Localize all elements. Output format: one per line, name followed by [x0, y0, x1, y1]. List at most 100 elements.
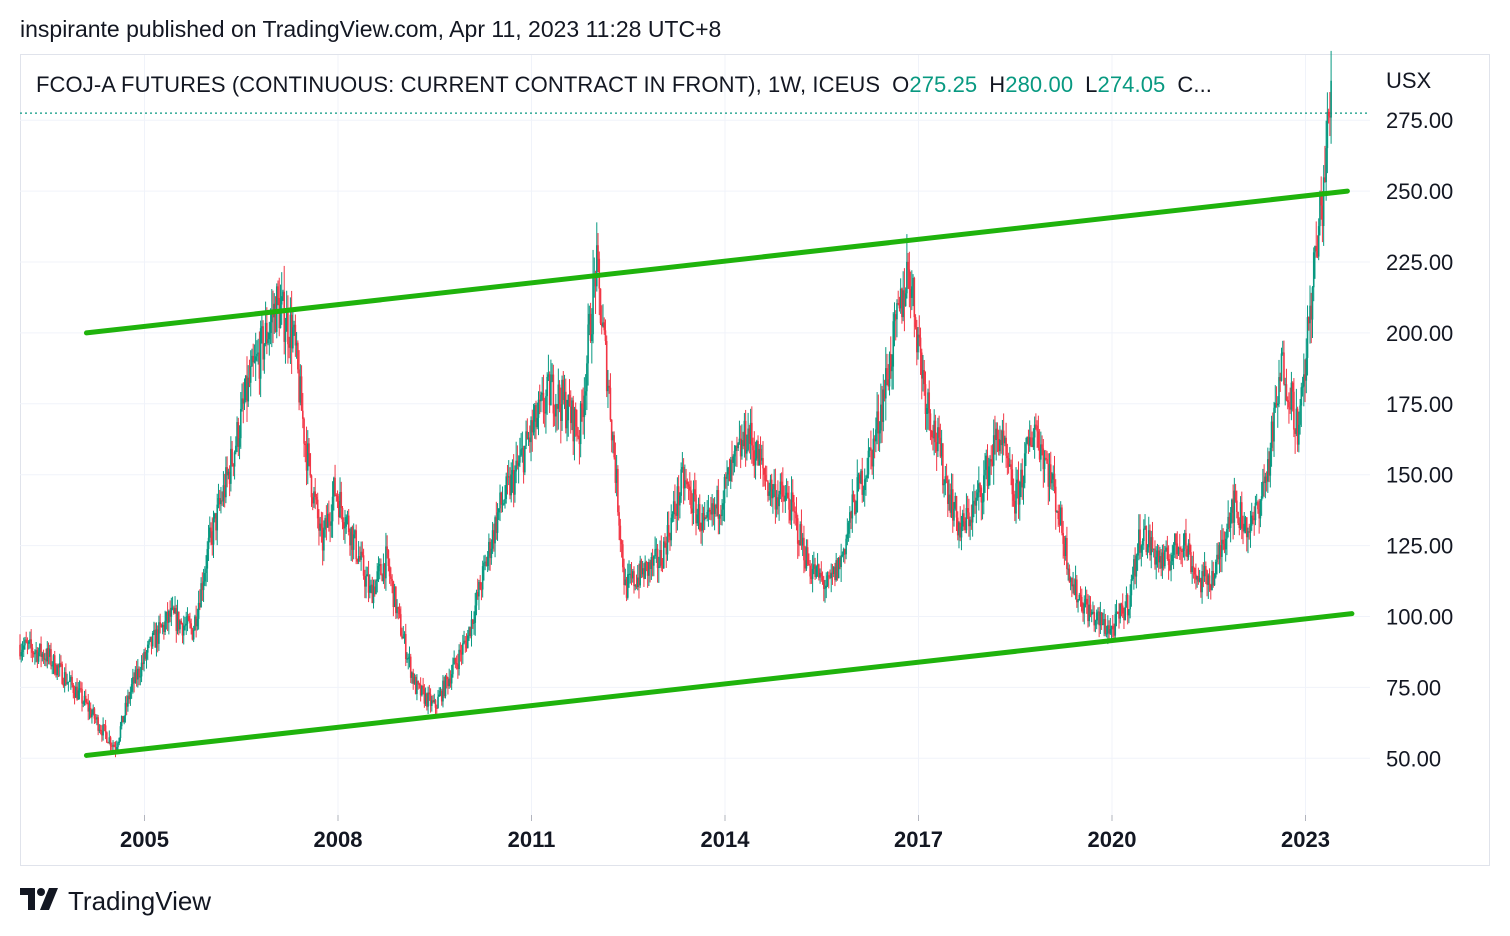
candle-body [258, 352, 261, 379]
candle-body [798, 543, 800, 546]
candle-body [84, 695, 87, 703]
trendline-upper[interactable] [83, 188, 1350, 336]
symbol-legend: FCOJ-A FUTURES (CONTINUOUS: CURRENT CONT… [36, 72, 1212, 98]
candle-body [811, 568, 814, 580]
candle-body [1311, 287, 1314, 320]
candle-body [241, 398, 243, 409]
candle-body [519, 455, 521, 463]
candle-body [564, 391, 567, 429]
candle-body [1268, 459, 1270, 476]
candle-body [1032, 437, 1035, 448]
candle-body [303, 418, 305, 444]
candle-body [1213, 577, 1216, 586]
candle-body [505, 476, 508, 499]
candle-body [46, 648, 49, 662]
tradingview-logo-icon[interactable] [20, 888, 60, 915]
candle-body [746, 449, 748, 454]
candle-body [359, 556, 361, 560]
candle-body [1285, 384, 1288, 401]
candle-body [331, 496, 334, 522]
candle-body [392, 581, 395, 608]
candle-body [1059, 507, 1062, 525]
candle-body [1021, 469, 1024, 488]
candle-body [736, 445, 738, 449]
brand-name[interactable]: TradingView [68, 886, 212, 916]
candle-body [852, 494, 855, 500]
candle-body [827, 575, 830, 577]
candle-body [129, 691, 132, 700]
candle-body [1001, 430, 1004, 446]
candle-body [1141, 541, 1144, 546]
candle-body [609, 387, 612, 420]
candle-body [883, 389, 886, 399]
candle-body [893, 314, 896, 322]
candle-body [871, 449, 873, 467]
candle-body [30, 639, 32, 648]
candle-body [24, 639, 26, 646]
candle-body [1058, 518, 1061, 525]
candle-body [929, 413, 932, 431]
candle-body [468, 627, 470, 636]
candle-body [658, 566, 660, 568]
candle-body [256, 353, 258, 357]
candle-body [459, 649, 462, 653]
candle-body [45, 658, 47, 662]
candle-body [1227, 516, 1229, 530]
candle-body [416, 681, 418, 694]
candle-body [741, 440, 743, 457]
candle-body [581, 403, 583, 409]
candle-body [855, 512, 857, 514]
candle-body [935, 442, 938, 452]
candle-body [825, 585, 828, 589]
candle-body [316, 499, 319, 519]
candle-body [406, 658, 408, 660]
candle-body [649, 562, 651, 570]
candle-body [674, 501, 676, 513]
candle-body [455, 663, 458, 665]
chart-frame [20, 54, 1490, 866]
candle-body [424, 693, 427, 704]
candle-body [357, 556, 360, 562]
candle-body [614, 457, 617, 483]
candle-body [412, 672, 415, 684]
candle-body [26, 642, 29, 644]
candle-body [1116, 611, 1119, 614]
candle-body [826, 575, 829, 586]
candle-body [1074, 579, 1077, 596]
candle-body [478, 582, 480, 597]
candle-body [437, 696, 439, 708]
candle-body [949, 494, 952, 513]
candle-body [190, 623, 192, 629]
candle-body [168, 610, 170, 623]
candle-body [426, 693, 428, 707]
candle-body [805, 547, 808, 569]
candle-body [1193, 568, 1196, 575]
candle-body [242, 398, 245, 404]
grid [20, 55, 1370, 815]
candle-body [831, 572, 834, 575]
candle-body [801, 537, 804, 546]
candle-body [58, 662, 61, 668]
candle-body [266, 322, 268, 344]
candle-body [269, 322, 272, 333]
candle-body [52, 655, 55, 666]
candle-body [228, 471, 231, 484]
candle-body [934, 420, 937, 443]
candle-body [120, 716, 123, 727]
candle-body [990, 459, 993, 462]
candle-body [65, 672, 67, 684]
candle-body [742, 440, 744, 447]
trendline-lower[interactable] [83, 611, 1355, 758]
candle-body [104, 725, 107, 733]
candle-body [494, 517, 496, 544]
candle-body [422, 685, 424, 689]
candle-body [199, 602, 201, 608]
candle-body [304, 443, 307, 446]
candle-body [744, 420, 747, 454]
candle-body [1240, 502, 1243, 529]
candle-body [522, 448, 525, 473]
candle-body [577, 435, 579, 437]
candle-body [1276, 403, 1279, 406]
candle-body [207, 537, 210, 549]
